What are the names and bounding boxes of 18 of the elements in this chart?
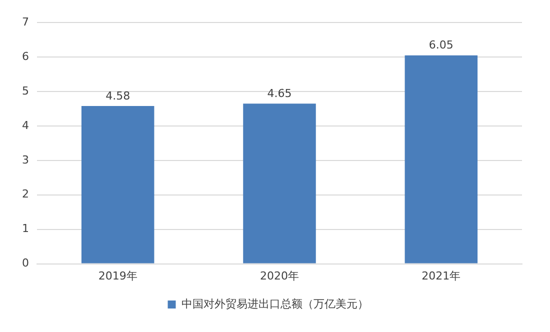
y-tick-label: 7 bbox=[22, 15, 29, 28]
bar bbox=[81, 106, 154, 264]
data-label: 4.58 bbox=[106, 89, 130, 102]
y-tick-label: 6 bbox=[22, 50, 29, 63]
bar bbox=[404, 55, 478, 264]
y-tick-label: 1 bbox=[22, 222, 29, 236]
y-tick-label: 4 bbox=[22, 118, 29, 132]
data-label: 4.65 bbox=[267, 86, 292, 100]
y-tick-label: 2 bbox=[22, 188, 29, 201]
y-tick-label: 0 bbox=[22, 256, 29, 270]
x-tick-label: 2020年 bbox=[260, 269, 299, 282]
data-label: 6.05 bbox=[428, 38, 454, 52]
x-tick-label: 2019年 bbox=[98, 269, 138, 282]
y-tick-label: 3 bbox=[22, 153, 29, 166]
y-tick-label: 5 bbox=[22, 84, 29, 98]
legend-label: 中国对外贸易进出口总额（万亿美元） bbox=[181, 297, 368, 310]
x-tick-label: 2021年 bbox=[422, 269, 461, 282]
bar bbox=[243, 104, 316, 264]
